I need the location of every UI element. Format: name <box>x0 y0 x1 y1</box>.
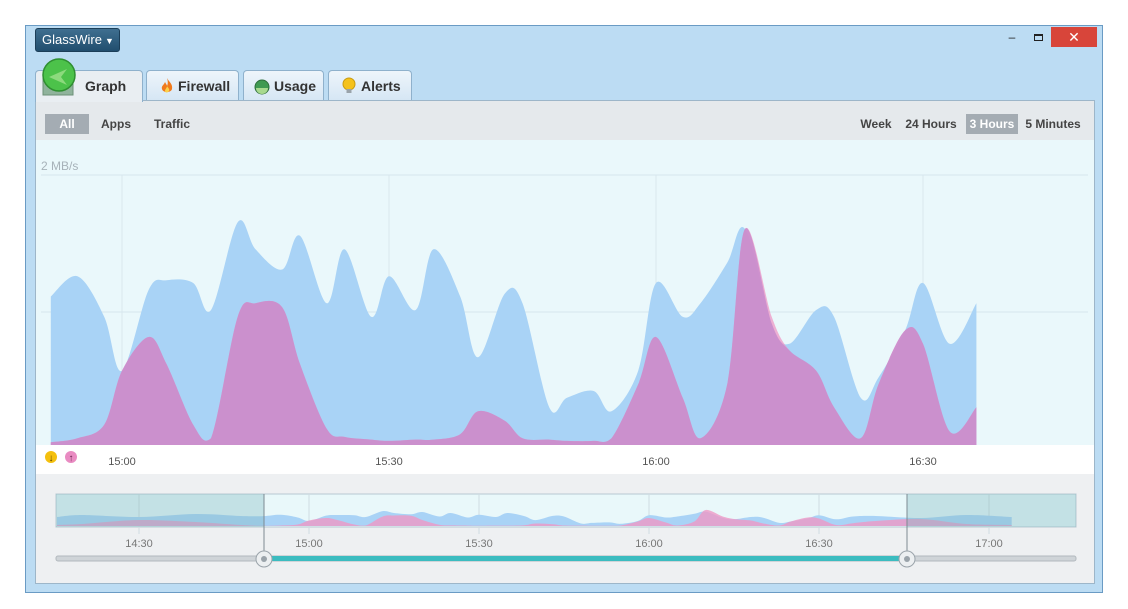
flame-icon <box>161 78 173 93</box>
overview-tick-label: 17:00 <box>975 538 1003 550</box>
glasswire-menu-button[interactable]: GlassWire ▼ <box>35 28 120 52</box>
close-icon: ✕ <box>1068 29 1080 45</box>
overview-incoming-area <box>57 510 1012 526</box>
bulb-icon <box>342 77 356 93</box>
tab-firewall[interactable]: Firewall <box>146 70 239 101</box>
slider-start-handle-dot <box>261 556 267 562</box>
overview-tick-label: 15:30 <box>465 538 493 550</box>
time-axis: ↓ ↑ 15:00 15:30 16:00 16:30 <box>36 445 1094 475</box>
overlap-traffic-area <box>50 228 977 445</box>
range-week[interactable]: Week <box>860 117 892 131</box>
glasswire-window: GlassWire ▼ – ✕ Graph Firewall Usage Aler… <box>25 25 1103 593</box>
slider-end-handle-dot <box>904 556 910 562</box>
overview-right-shade <box>907 494 1076 527</box>
range-24-hours[interactable]: 24 Hours <box>905 117 957 131</box>
maximize-icon <box>1033 34 1043 41</box>
tab-alerts[interactable]: Alerts <box>328 70 412 101</box>
glasswire-logo-icon <box>42 58 76 96</box>
tab-usage-label: Usage <box>274 78 317 94</box>
menu-button-label: GlassWire <box>42 32 102 47</box>
tab-usage[interactable]: Usage <box>243 70 324 101</box>
minimize-icon: – <box>1008 30 1016 44</box>
y-axis-max-label: 2 MB/s <box>41 159 78 173</box>
upload-arrow-icon: ↑ <box>69 453 74 464</box>
chevron-down-icon: ▼ <box>104 36 114 46</box>
graph-panel: All Apps Traffic Week 24 Hours 3 Hours 5… <box>35 100 1095 584</box>
overview-left-shade <box>56 494 264 527</box>
tab-graph[interactable]: Graph <box>35 58 143 102</box>
overview-tick-label: 15:00 <box>295 538 323 550</box>
tab-graph-label: Graph <box>85 78 127 94</box>
upload-legend-icon <box>65 451 77 463</box>
usage-icon <box>254 79 270 95</box>
timeline-overview[interactable]: 14:30 15:00 15:30 16:00 16:30 17:00 <box>36 474 1094 583</box>
overview-outgoing-area <box>57 509 1012 526</box>
overview-tick-label: 16:00 <box>635 538 663 550</box>
download-arrow-icon: ↓ <box>49 453 54 464</box>
x-tick-label: 15:00 <box>108 456 136 468</box>
filter-apps[interactable]: Apps <box>101 117 131 131</box>
filter-all[interactable]: All <box>45 114 89 134</box>
download-legend-icon <box>45 451 57 463</box>
range-5-minutes[interactable]: 5 Minutes <box>1025 117 1081 131</box>
minimize-button[interactable]: – <box>1000 27 1024 47</box>
maximize-button[interactable] <box>1026 27 1050 47</box>
tab-alerts-label: Alerts <box>361 78 401 94</box>
filter-traffic[interactable]: Traffic <box>153 117 190 131</box>
x-tick-label: 15:30 <box>375 456 403 468</box>
x-tick-label: 16:00 <box>642 456 670 468</box>
filter-bar: All Apps Traffic Week 24 Hours 3 Hours 5… <box>36 101 1094 141</box>
traffic-chart[interactable]: 2 MB/s <box>36 140 1094 445</box>
range-3-hours[interactable]: 3 Hours <box>966 114 1018 134</box>
slider-selected-range[interactable] <box>264 556 907 561</box>
close-button[interactable]: ✕ <box>1051 27 1097 47</box>
overview-tick-label: 14:30 <box>125 538 153 550</box>
overview-tick-label: 16:30 <box>805 538 833 550</box>
tab-firewall-label: Firewall <box>178 78 231 94</box>
incoming-traffic-area <box>50 220 977 445</box>
x-tick-label: 16:30 <box>909 456 937 468</box>
